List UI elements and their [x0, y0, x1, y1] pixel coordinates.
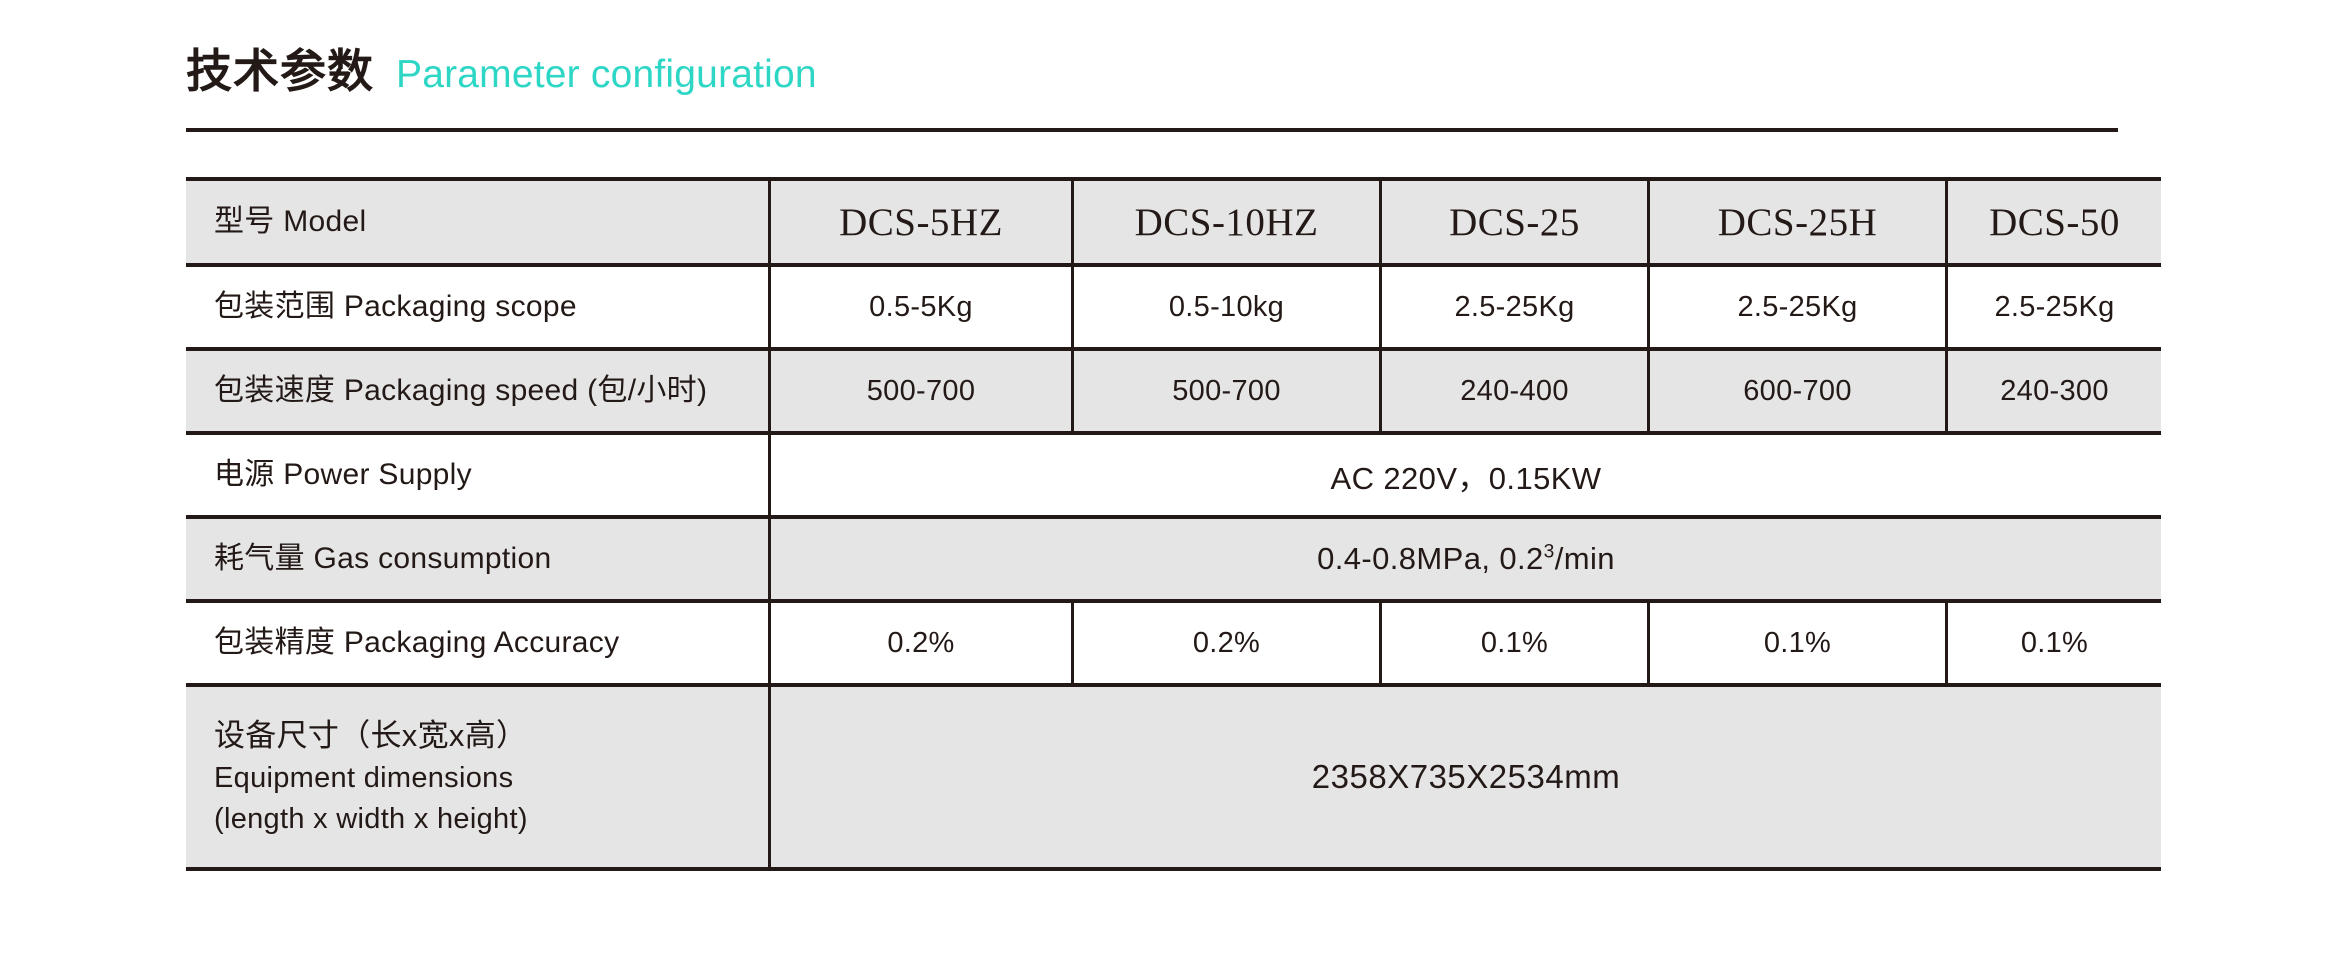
- gas-value-pre: 0.4-0.8MPa, 0.2: [1317, 541, 1544, 576]
- cell-model-dcs10hz: DCS-10HZ: [1071, 179, 1381, 265]
- cell-gas-consumption-value: 0.4-0.8MPa, 0.23/min: [768, 517, 2161, 601]
- cell-speed-dcs25: 240-400: [1379, 349, 1649, 433]
- cell-accuracy-dcs10hz: 0.2%: [1071, 601, 1381, 685]
- row-label-equipment-dimensions: 设备尺寸（长x宽x高） Equipment dimensions (length…: [186, 685, 770, 869]
- cell-equipment-dimensions-value: 2358X735X2534mm: [768, 685, 2161, 869]
- row-label-gas-consumption: 耗气量 Gas consumption: [186, 517, 770, 601]
- cell-speed-dcs50: 240-300: [1945, 349, 2161, 433]
- row-label-packaging-accuracy: 包装精度 Packaging Accuracy: [186, 601, 770, 685]
- cell-accuracy-dcs5hz: 0.2%: [768, 601, 1073, 685]
- cell-speed-dcs10hz: 500-700: [1071, 349, 1381, 433]
- table-row-model: 型号 Model DCS-5HZ DCS-10HZ DCS-25 DCS-25H…: [186, 179, 2161, 265]
- parameter-table: 型号 Model DCS-5HZ DCS-10HZ DCS-25 DCS-25H…: [186, 177, 2161, 871]
- gas-value-superscript: 3: [1543, 541, 1555, 563]
- cell-scope-dcs10hz: 0.5-10kg: [1071, 265, 1381, 349]
- table-row-packaging-speed: 包装速度 Packaging speed (包/小时) 500-700 500-…: [186, 349, 2161, 433]
- page-title-cn: 技术参数: [186, 45, 374, 97]
- cell-speed-dcs5hz: 500-700: [768, 349, 1073, 433]
- dimension-label-line1: 设备尺寸（长x宽x高）: [214, 717, 528, 753]
- cell-accuracy-dcs50: 0.1%: [1945, 601, 2161, 685]
- row-label-packaging-speed: 包装速度 Packaging speed (包/小时): [186, 349, 770, 433]
- row-label-packaging-scope: 包装范围 Packaging scope: [186, 265, 770, 349]
- page-title-en: Parameter configuration: [396, 53, 817, 96]
- table-row-power-supply: 电源 Power Supply AC 220V，0.15KW: [186, 433, 2161, 517]
- row-label-model: 型号 Model: [186, 179, 770, 265]
- table-row-packaging-accuracy: 包装精度 Packaging Accuracy 0.2% 0.2% 0.1% 0…: [186, 601, 2161, 685]
- gas-value-post: /min: [1554, 541, 1615, 576]
- page-title: 技术参数 Parameter configuration: [186, 48, 817, 94]
- table-row-gas-consumption: 耗气量 Gas consumption 0.4-0.8MPa, 0.23/min: [186, 517, 2161, 601]
- cell-model-dcs5hz: DCS-5HZ: [768, 179, 1073, 265]
- cell-model-dcs25: DCS-25: [1379, 179, 1649, 265]
- cell-scope-dcs5hz: 0.5-5Kg: [768, 265, 1073, 349]
- cell-power-supply-value: AC 220V，0.15KW: [768, 433, 2161, 517]
- cell-accuracy-dcs25: 0.1%: [1379, 601, 1649, 685]
- title-divider: [186, 128, 2118, 132]
- dimension-label-line2: Equipment dimensions: [214, 761, 514, 794]
- cell-model-dcs50: DCS-50: [1945, 179, 2161, 265]
- cell-accuracy-dcs25h: 0.1%: [1647, 601, 1947, 685]
- cell-scope-dcs25h: 2.5-25Kg: [1647, 265, 1947, 349]
- cell-model-dcs25h: DCS-25H: [1647, 179, 1947, 265]
- cell-scope-dcs25: 2.5-25Kg: [1379, 265, 1649, 349]
- cell-speed-dcs25h: 600-700: [1647, 349, 1947, 433]
- table-row-equipment-dimensions: 设备尺寸（长x宽x高） Equipment dimensions (length…: [186, 685, 2161, 869]
- dimension-label-line3: (length x width x height): [214, 803, 528, 835]
- table-row-packaging-scope: 包装范围 Packaging scope 0.5-5Kg 0.5-10kg 2.…: [186, 265, 2161, 349]
- cell-scope-dcs50: 2.5-25Kg: [1945, 265, 2161, 349]
- row-label-power-supply: 电源 Power Supply: [186, 433, 770, 517]
